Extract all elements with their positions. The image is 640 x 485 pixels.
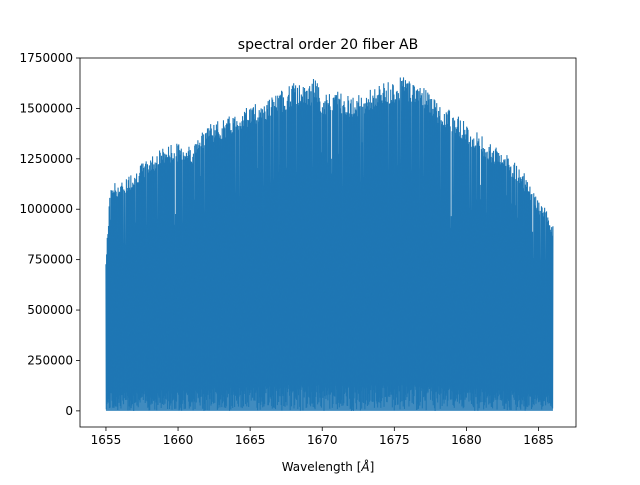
plot-layer xyxy=(105,77,554,411)
x-tick-label: 1670 xyxy=(307,433,338,447)
x-axis-label-text: Wavelength [ xyxy=(282,460,362,474)
x-tick-label: 1685 xyxy=(523,433,554,447)
x-axis-label-unit: Å xyxy=(360,459,369,474)
spectrum-series-fill xyxy=(105,77,553,411)
y-tick-label: 250000 xyxy=(27,353,73,367)
x-tick-label: 1680 xyxy=(451,433,482,447)
x-tick-label: 1665 xyxy=(235,433,266,447)
x-tick-label: 1660 xyxy=(163,433,194,447)
y-tick-label: 1750000 xyxy=(20,51,73,65)
x-axis-label-close: ] xyxy=(370,460,375,474)
y-tick-label: 1250000 xyxy=(20,152,73,166)
ticks-layer: 1655 1660 1665 1670 1675 1680 1685 0 250000 50000… xyxy=(20,51,554,447)
chart-title: spectral order 20 fiber AB xyxy=(238,37,418,53)
y-tick-label: 750000 xyxy=(27,253,73,267)
axes-frame xyxy=(79,57,577,428)
x-tick-label: 1675 xyxy=(379,433,410,447)
y-tick-label: 1000000 xyxy=(20,202,73,216)
y-tick-label: 1500000 xyxy=(20,101,73,115)
x-tick-label: 1655 xyxy=(91,433,122,447)
y-tick-label: 0 xyxy=(65,404,73,418)
y-tick-label: 500000 xyxy=(27,303,73,317)
x-axis-label: Wavelength [Å] xyxy=(282,459,375,474)
